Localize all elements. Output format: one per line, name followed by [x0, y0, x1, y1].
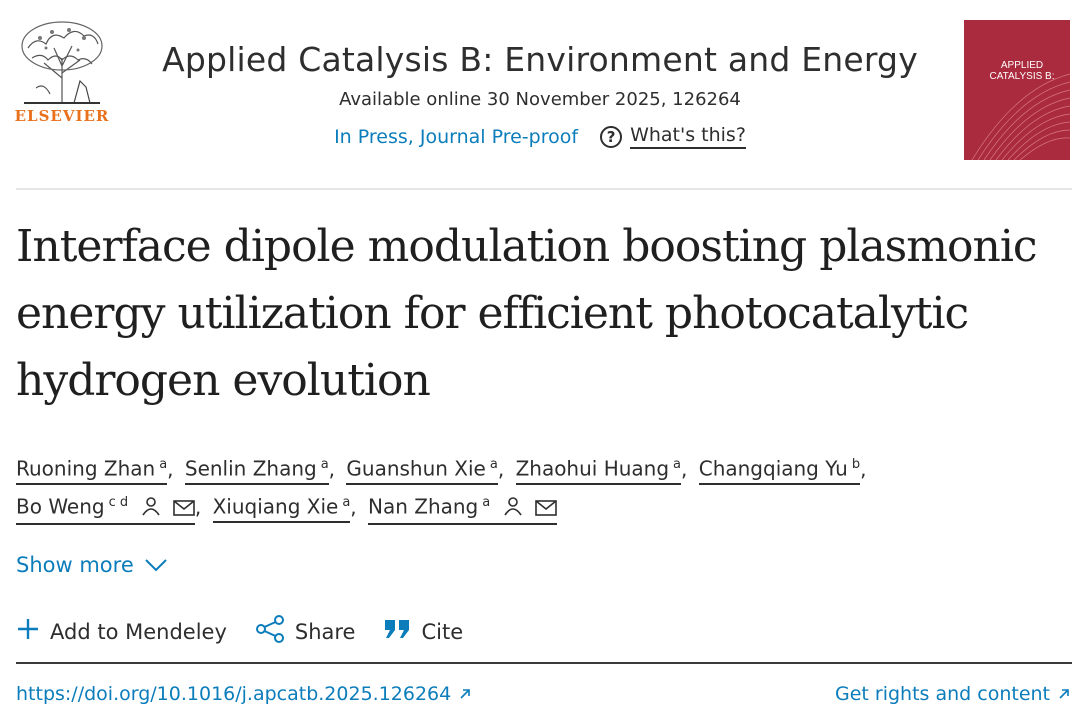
- person-icon: [141, 496, 161, 522]
- author-link[interactable]: Xiuqiang Xie a: [212, 490, 351, 523]
- add-to-mendeley-button[interactable]: Add to Mendeley: [16, 617, 227, 646]
- quote-icon: [383, 618, 411, 645]
- rights-and-content-link[interactable]: Get rights and content: [835, 683, 1070, 705]
- doi-link[interactable]: https://doi.org/10.1016/j.apcatb.2025.12…: [16, 683, 471, 705]
- journal-cover-thumbnail[interactable]: APPLIED CATALYSIS B:: [964, 20, 1070, 160]
- share-label: Share: [294, 619, 356, 644]
- external-link-icon: [459, 683, 471, 705]
- article-actions: Add to Mendeley Share Cite: [16, 615, 463, 648]
- external-link-icon: [1058, 683, 1070, 705]
- journal-header: Applied Catalysis B: Environment and Ene…: [130, 40, 950, 110]
- doi-text: https://doi.org/10.1016/j.apcatb.2025.12…: [16, 683, 452, 705]
- author-link[interactable]: Nan Zhang a: [368, 490, 557, 525]
- show-more-button[interactable]: Show more: [16, 553, 168, 577]
- footer-divider: [16, 662, 1072, 664]
- article-title: Interface dipole modulation boosting pla…: [16, 221, 1038, 406]
- envelope-icon: [535, 496, 557, 522]
- plus-icon: [16, 617, 40, 646]
- author-list: Ruoning Zhan a, Senlin Zhang a, Guanshun X…: [16, 450, 1056, 526]
- chevron-down-icon: [144, 553, 168, 577]
- whats-this-link[interactable]: ? What's this?: [600, 124, 746, 149]
- show-more-label: Show more: [16, 553, 134, 577]
- header-divider: [16, 188, 1072, 190]
- author-link[interactable]: Senlin Zhang a: [184, 452, 329, 485]
- cover-title-line1: APPLIED: [1001, 60, 1043, 71]
- journal-title[interactable]: Applied Catalysis B: Environment and Ene…: [162, 40, 918, 79]
- share-button[interactable]: Share: [255, 615, 356, 648]
- elsevier-wordmark: ELSEVIER: [14, 107, 110, 125]
- cite-button[interactable]: Cite: [383, 618, 463, 645]
- cover-title-line2: CATALYSIS B:: [989, 71, 1054, 82]
- person-icon: [503, 496, 523, 522]
- whats-this-label: What's this?: [630, 124, 746, 149]
- elsevier-tree-logo[interactable]: [14, 18, 110, 128]
- cite-label: Cite: [421, 619, 464, 644]
- availability-date: Available online 30 November 2025, 12626…: [339, 89, 741, 110]
- question-icon: ?: [600, 125, 623, 148]
- envelope-icon: [173, 496, 195, 522]
- article-status-row: In Press, Journal Pre-proof ? What's thi…: [130, 124, 950, 149]
- author-link[interactable]: Ruoning Zhan a: [16, 452, 168, 485]
- in-press-status: In Press, Journal Pre-proof: [334, 125, 579, 148]
- author-link[interactable]: Changqiang Yu b: [698, 452, 861, 485]
- author-link[interactable]: Zhaohui Huang a: [515, 452, 682, 485]
- mendeley-label: Add to Mendeley: [50, 619, 227, 644]
- author-link[interactable]: Bo Weng c d: [16, 490, 195, 525]
- author-link[interactable]: Guanshun Xie a: [346, 452, 498, 485]
- rights-text: Get rights and content: [834, 683, 1050, 705]
- share-icon: [255, 615, 285, 648]
